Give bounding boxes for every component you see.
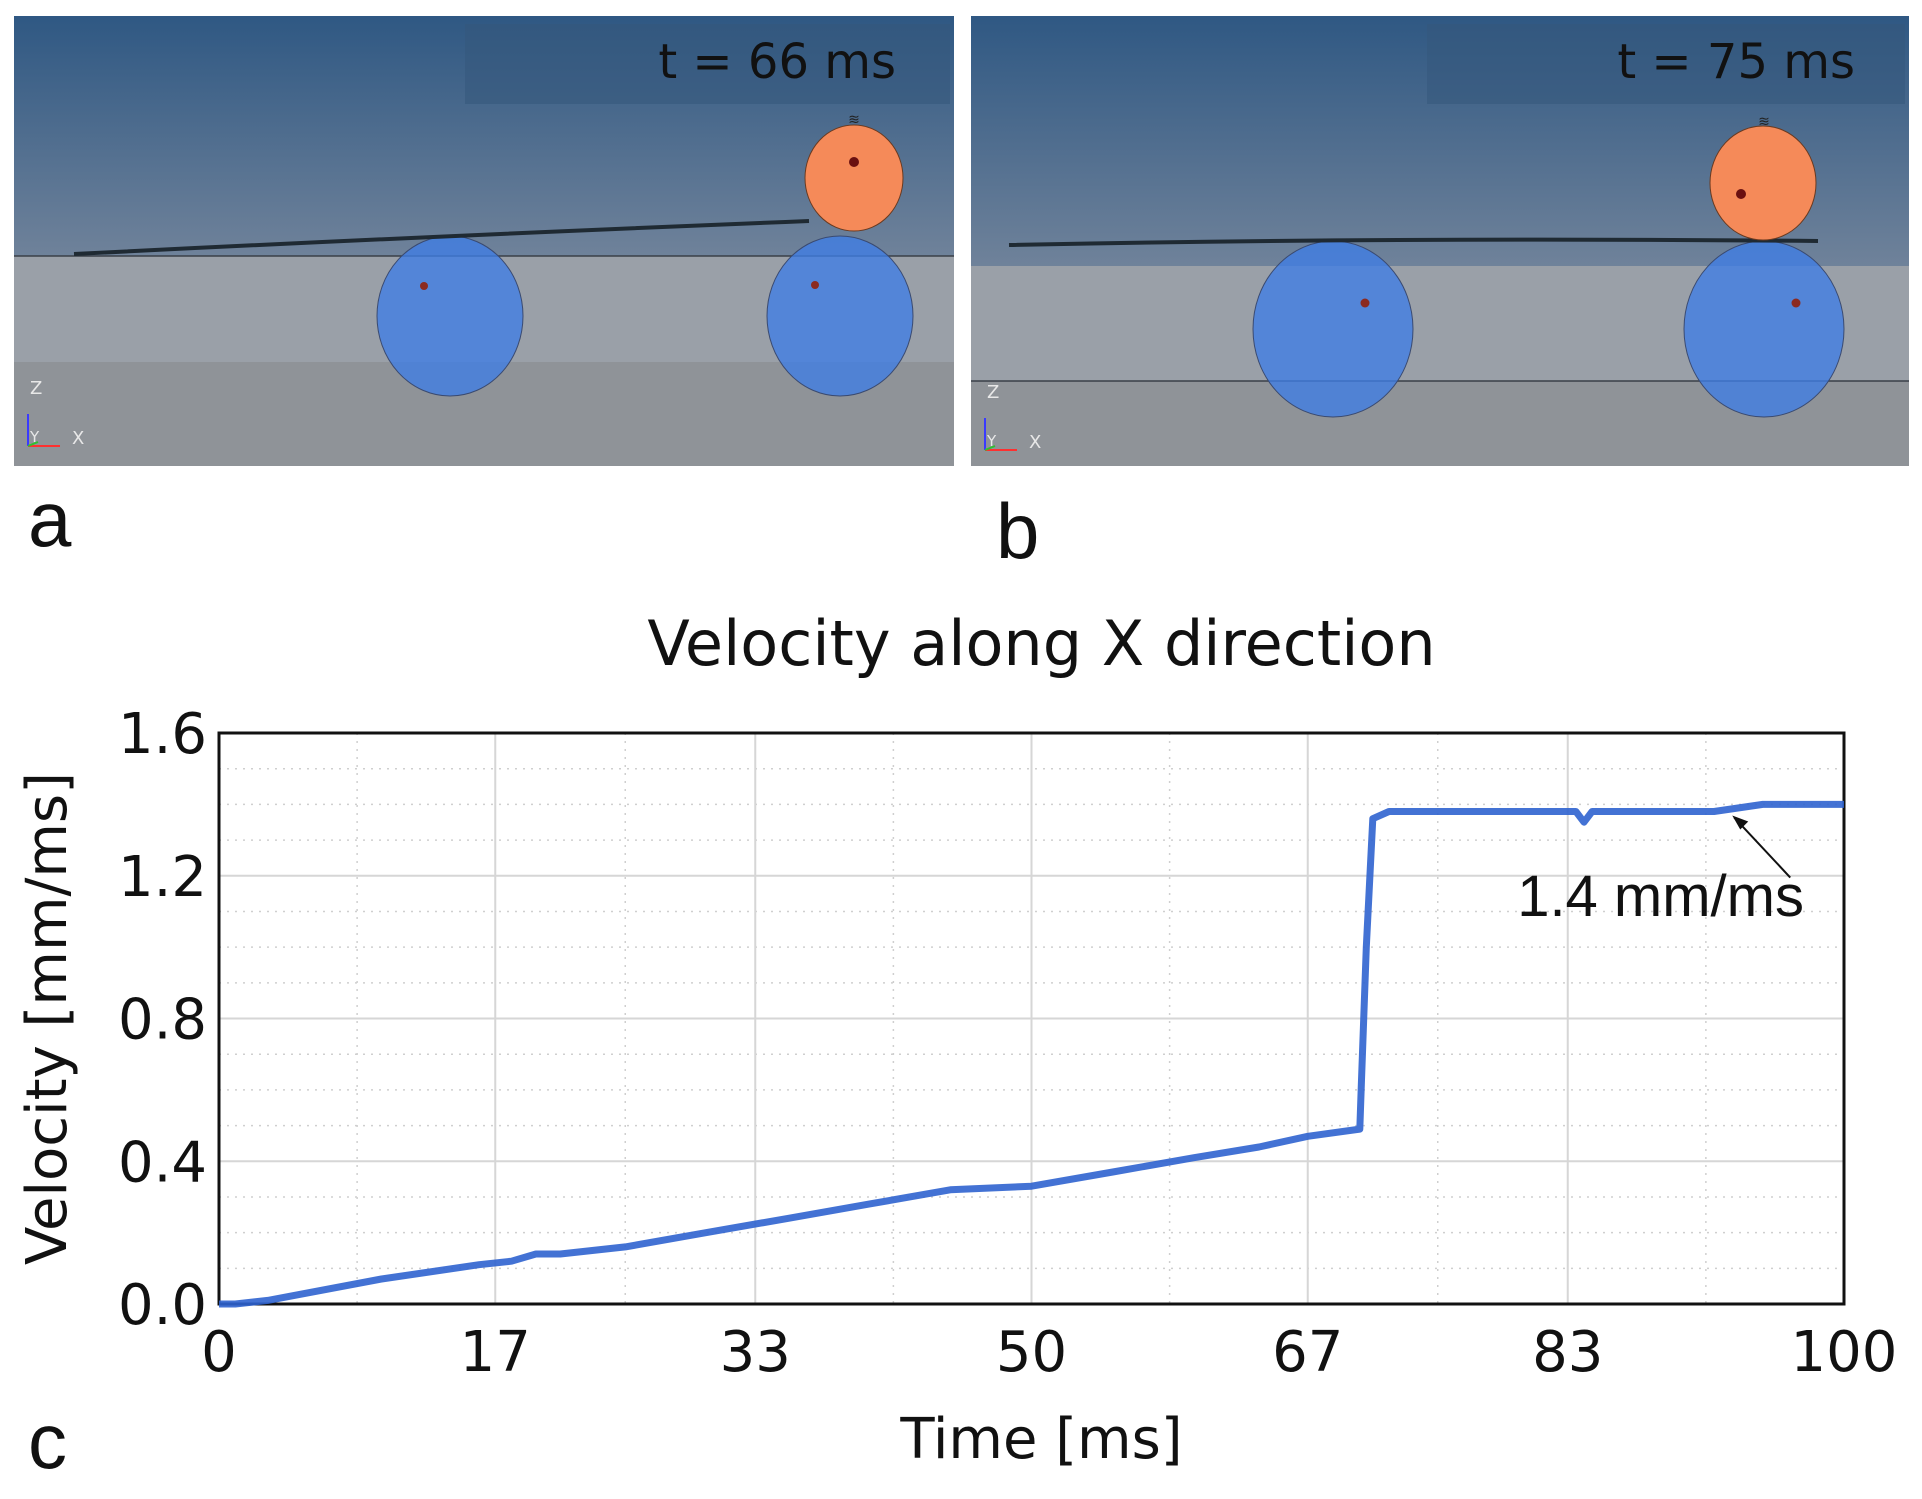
annotation-arrowhead <box>1732 815 1749 830</box>
axis-label-x: X <box>1029 432 1042 453</box>
velocity-series-line <box>219 800 1844 1308</box>
x-tick-label: 33 <box>720 1320 791 1385</box>
plate <box>73 219 810 256</box>
svg-text:≋: ≋ <box>1758 114 1770 130</box>
velocity-chart: 0 17 33 50 67 83 100 0.0 0.4 0.8 1.2 1.6 Velocity al… <box>15 607 1898 1472</box>
axis-label-z: Z <box>30 378 43 399</box>
impactor-ball <box>1709 125 1817 241</box>
annotation-arrow <box>1733 816 1791 879</box>
right-roller-center <box>811 281 819 289</box>
axis-label-y: Y <box>30 428 40 446</box>
x-tick-label: 100 <box>1791 1320 1898 1385</box>
right-roller-center <box>1791 298 1801 308</box>
x-tick-label: 17 <box>460 1320 531 1385</box>
plot-frame <box>217 731 1846 1306</box>
y-tick-label: 0.8 <box>118 988 207 1053</box>
annotation-label: 1.4 mm/ms <box>1517 864 1804 929</box>
y-tick-label: 1.6 <box>118 702 207 767</box>
ball-center <box>849 157 859 167</box>
label-backdrop <box>465 24 950 104</box>
y-tick-label: 0.0 <box>118 1273 207 1338</box>
y-axis-label: Velocity [mm/ms] <box>15 772 80 1265</box>
impactor-ball <box>804 124 904 232</box>
left-roller-center <box>1360 298 1370 308</box>
panel-a-scene: ≋ <box>14 16 954 466</box>
y-axis-arrow <box>984 445 996 451</box>
ball-center <box>1736 189 1746 199</box>
left-roller-center <box>420 282 428 290</box>
x-tick-label: 67 <box>1272 1320 1343 1385</box>
axis-label-y: Y <box>987 432 997 450</box>
x-tick-label: 50 <box>996 1320 1067 1385</box>
right-roller <box>766 235 914 397</box>
x-tick-label: 0 <box>201 1320 237 1385</box>
left-roller <box>376 235 524 397</box>
label-backdrop <box>1427 24 1905 104</box>
y-tick-label: 1.2 <box>118 845 207 910</box>
panel-b-scene: ≋ <box>971 16 1909 466</box>
right-roller <box>1683 240 1845 418</box>
panel-b-simulation: ≋ t = 75 ms Z Y X <box>971 16 1909 466</box>
axis-label-x: X <box>72 428 85 449</box>
time-label-a: t = 66 ms <box>658 34 896 90</box>
plate <box>1008 237 1819 247</box>
axis-label-z: Z <box>987 382 1000 403</box>
y-tick-label: 0.4 <box>118 1130 207 1195</box>
x-tick-label: 83 <box>1532 1320 1603 1385</box>
time-label-b: t = 75 ms <box>1617 34 1855 90</box>
panel-letter-a: a <box>28 475 72 563</box>
panel-letter-c: c <box>28 1397 67 1485</box>
svg-text:≋: ≋ <box>848 112 860 128</box>
y-axis-arrow <box>27 441 39 447</box>
panel-a-simulation: ≋ t = 66 ms Z Y X <box>14 16 954 466</box>
x-axis-label: Time [ms] <box>899 1407 1182 1472</box>
chart-title: Velocity along X direction <box>647 607 1435 680</box>
left-roller <box>1252 240 1414 418</box>
panel-letter-b: b <box>996 487 1040 575</box>
